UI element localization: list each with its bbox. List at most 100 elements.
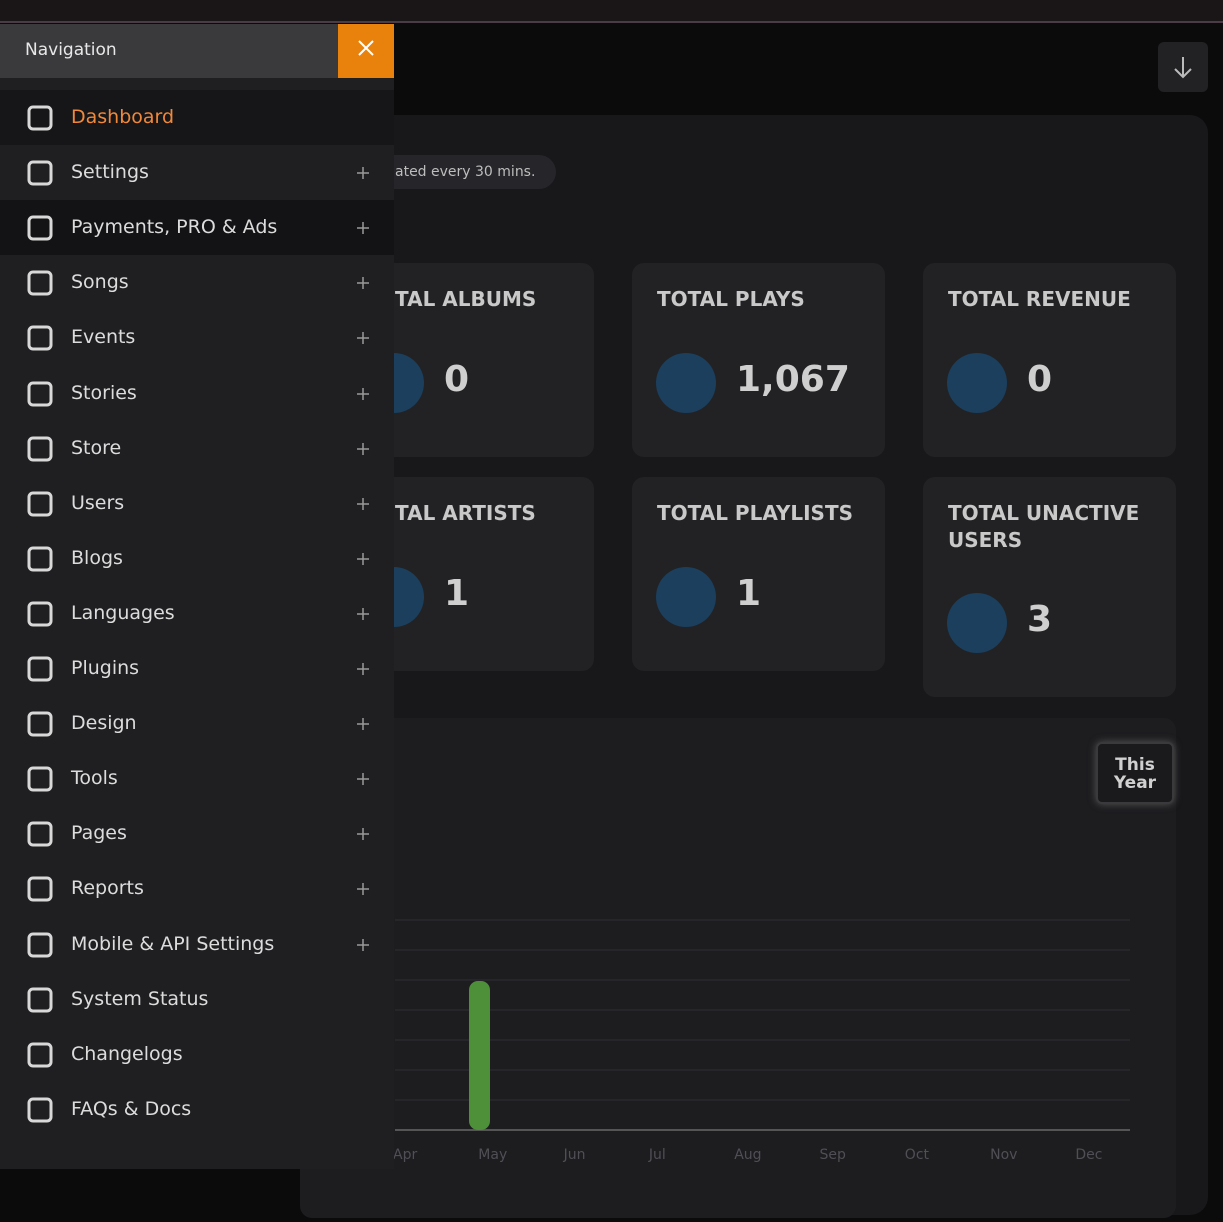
- nav-item[interactable]: Events: [0, 310, 394, 365]
- nav-item[interactable]: Pages: [0, 806, 394, 861]
- x-tick-label: Aug: [734, 1147, 762, 1163]
- stat-icon: [947, 353, 1007, 413]
- nav-icon: [27, 711, 53, 737]
- nav-icon: [27, 270, 53, 296]
- nav-icon: [27, 932, 53, 957]
- nav-icon: [27, 436, 53, 462]
- expand-icon[interactable]: [356, 166, 370, 180]
- nav-icon: [27, 876, 53, 902]
- stat-value: 3: [1027, 599, 1053, 640]
- close-button[interactable]: [338, 24, 394, 78]
- nav-icon: [27, 105, 53, 131]
- nav-item[interactable]: Store: [0, 421, 394, 476]
- nav-item[interactable]: FAQs & Docs: [0, 1082, 394, 1137]
- chart-card: [300, 718, 1176, 1218]
- nav-label: Events: [71, 326, 136, 349]
- expand-icon[interactable]: [356, 882, 370, 896]
- nav-label: Users: [71, 491, 125, 514]
- nav-label: Pages: [71, 822, 127, 845]
- stat-value: 1,067: [736, 359, 850, 400]
- stat-value: 0: [1027, 359, 1053, 400]
- stat-value: 0: [444, 359, 470, 400]
- nav-item[interactable]: Reports: [0, 861, 394, 916]
- x-tick-label: Apr: [393, 1147, 418, 1163]
- nav-label: Payments, PRO & Ads: [71, 216, 278, 239]
- nav-label: Changelogs: [71, 1042, 183, 1065]
- nav-icon: [27, 546, 53, 572]
- x-tick-label: Jun: [563, 1147, 586, 1163]
- stat-title: TOTAL UNACTIVE USERS: [948, 501, 1140, 552]
- expand-icon[interactable]: [356, 221, 370, 235]
- nav-icon: [27, 656, 53, 682]
- nav-item[interactable]: Users: [0, 476, 394, 531]
- nav-icon: [27, 491, 53, 517]
- nav-label: Dashboard: [71, 106, 175, 128]
- nav-item[interactable]: Mobile & API Settings: [0, 917, 394, 972]
- stat-icon: [947, 593, 1007, 653]
- stat-icon: [656, 567, 716, 627]
- stat-title: TOTAL PLAYS: [657, 287, 805, 311]
- bar: [469, 981, 490, 1130]
- nav-item[interactable]: Songs: [0, 255, 394, 310]
- nav-item[interactable]: Design: [0, 696, 394, 751]
- stat-value: 1: [444, 573, 470, 614]
- nav-icon: [27, 160, 53, 186]
- expand-icon[interactable]: [356, 607, 370, 621]
- nav-label: Design: [71, 712, 137, 735]
- expand-icon[interactable]: [356, 662, 370, 676]
- nav-icon: [27, 1097, 53, 1123]
- nav-label: Languages: [71, 601, 175, 624]
- nav-icon: [27, 601, 53, 627]
- expand-icon[interactable]: [356, 772, 370, 786]
- nav-icon: [27, 821, 53, 847]
- nav-item[interactable]: Blogs: [0, 531, 394, 586]
- nav-icon: [27, 1042, 53, 1068]
- x-tick-label: Sep: [819, 1147, 846, 1163]
- stat-icon: [656, 353, 716, 413]
- x-tick-label: Jul: [648, 1147, 666, 1163]
- expand-icon[interactable]: [356, 827, 370, 841]
- stat-title: TAL ALBUMS: [395, 287, 537, 311]
- nav-label: Blogs: [71, 546, 123, 569]
- nav-item[interactable]: Settings: [0, 145, 394, 200]
- expand-icon[interactable]: [356, 331, 370, 345]
- stat-title: TOTAL REVENUE: [948, 287, 1131, 311]
- x-tick-label: May: [478, 1147, 508, 1163]
- nav-label: Songs: [71, 271, 129, 294]
- top-bar: [0, 0, 1223, 23]
- nav-label: FAQs & Docs: [71, 1097, 192, 1120]
- nav-label: Settings: [71, 161, 149, 184]
- nav-item[interactable]: Stories: [0, 366, 394, 421]
- period-button[interactable]: This Year: [1096, 742, 1174, 804]
- nav-icon: [27, 766, 53, 792]
- nav-item[interactable]: Languages: [0, 586, 394, 641]
- nav-label: Reports: [71, 877, 144, 900]
- chart-area: [395, 919, 1130, 1131]
- nav-label: Plugins: [71, 657, 140, 679]
- nav-label: System Status: [71, 987, 209, 1010]
- stat-card: [923, 477, 1176, 697]
- expand-icon[interactable]: [356, 276, 370, 290]
- expand-icon[interactable]: [356, 387, 370, 401]
- nav-item[interactable]: Payments, PRO & Ads: [0, 200, 394, 256]
- expand-icon[interactable]: [356, 497, 370, 511]
- nav-item[interactable]: System Status: [0, 972, 394, 1027]
- nav-item[interactable]: Plugins: [0, 641, 394, 696]
- close-icon: [358, 40, 374, 56]
- download-icon: [1174, 57, 1192, 79]
- expand-icon[interactable]: [356, 938, 370, 952]
- nav-label: Store: [71, 436, 122, 459]
- nav-item[interactable]: Tools: [0, 751, 394, 806]
- nav-item[interactable]: Changelogs: [0, 1027, 394, 1082]
- nav-label: Mobile & API Settings: [71, 932, 275, 955]
- expand-icon[interactable]: [356, 552, 370, 566]
- nav-label: Stories: [71, 381, 137, 404]
- x-tick-label: Nov: [990, 1147, 1018, 1163]
- expand-icon[interactable]: [356, 717, 370, 731]
- expand-icon[interactable]: [356, 442, 370, 456]
- download-button[interactable]: [1158, 42, 1208, 92]
- x-tick-label: Dec: [1075, 1147, 1103, 1163]
- x-tick-label: Oct: [904, 1147, 930, 1163]
- nav-item[interactable]: Dashboard: [0, 90, 394, 145]
